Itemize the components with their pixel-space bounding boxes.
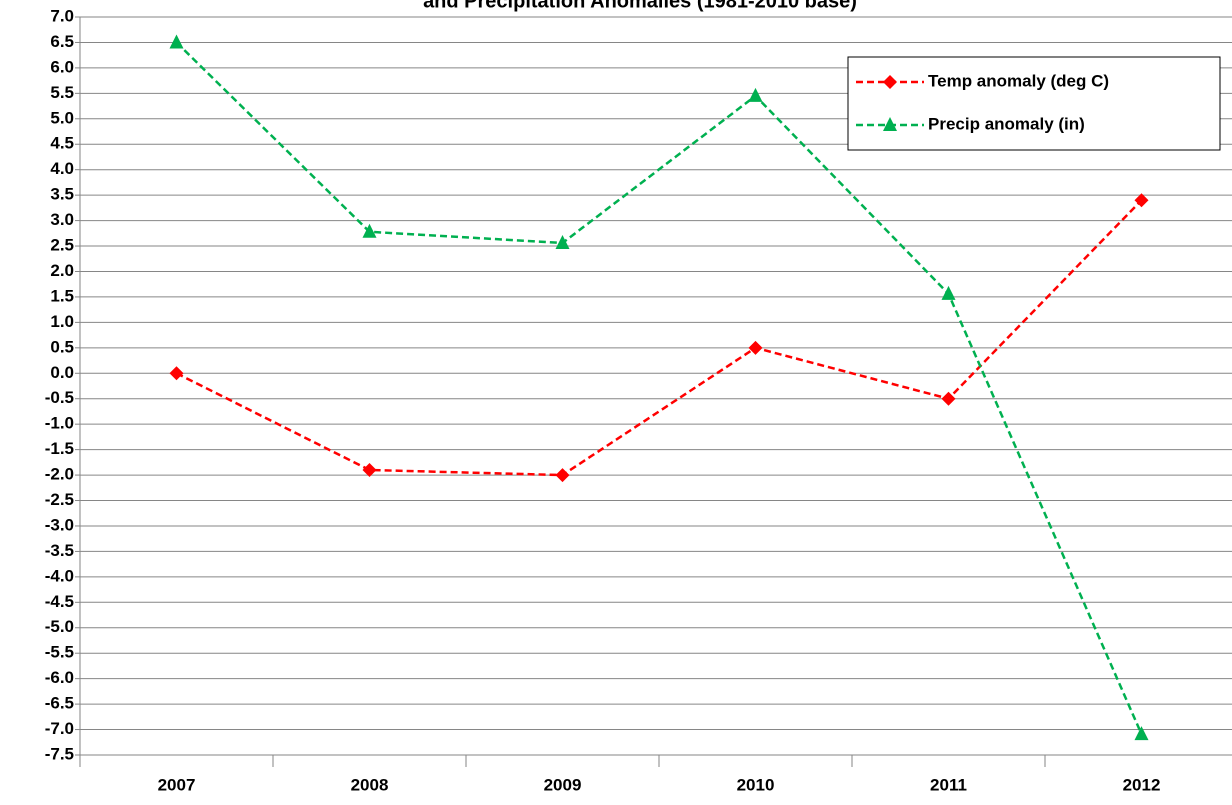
y-tick-label: -3.5 [45, 541, 74, 560]
marker [1134, 726, 1149, 741]
y-tick-label: 5.5 [50, 83, 74, 102]
x-tick-label: 2012 [1123, 775, 1161, 794]
y-tick-label: -4.5 [45, 592, 74, 611]
y-tick-label: -7.0 [45, 719, 74, 738]
x-tick-label: 2009 [544, 775, 582, 794]
marker [883, 117, 897, 131]
y-tick-label: 7.0 [50, 6, 74, 25]
marker [362, 462, 377, 477]
legend-label: Precip anomaly (in) [928, 114, 1085, 133]
y-tick-label: 0.5 [50, 337, 74, 356]
x-tick-label: 2008 [351, 775, 389, 794]
y-tick-label: -0.5 [45, 388, 74, 407]
marker [555, 468, 570, 483]
x-tick-label: 2011 [930, 775, 967, 794]
series-line [175, 199, 1143, 477]
y-tick-label: -2.0 [45, 465, 74, 484]
marker [362, 223, 377, 238]
y-tick-label: 6.5 [50, 32, 74, 51]
marker [555, 234, 570, 249]
y-tick-label: 4.5 [50, 134, 74, 153]
marker [941, 391, 956, 406]
series-line [175, 41, 1143, 735]
marker [748, 340, 763, 355]
y-tick-label: 2.5 [50, 236, 74, 255]
y-tick-label: -7.5 [45, 744, 74, 763]
x-tick-label: 2010 [737, 775, 775, 794]
y-tick-label: 4.0 [50, 159, 74, 178]
y-tick-label: 3.5 [50, 185, 74, 204]
y-tick-label: 0.0 [50, 363, 74, 382]
y-tick-label: 2.0 [50, 261, 74, 280]
chart-title: and Precipitation Anomalies (1981-2010 b… [423, 0, 857, 12]
marker [1134, 193, 1149, 208]
x-tick-label: 2007 [158, 775, 196, 794]
y-tick-label: -6.0 [45, 668, 74, 687]
y-tick-label: -5.0 [45, 617, 74, 636]
legend-box [847, 56, 1221, 151]
y-tick-label: -1.0 [45, 414, 74, 433]
y-tick-label: -2.5 [45, 490, 74, 509]
y-tick-label: -3.0 [45, 515, 74, 534]
marker [169, 34, 184, 49]
marker [169, 366, 184, 381]
marker [941, 285, 956, 300]
y-tick-label: 6.0 [50, 57, 74, 76]
y-tick-label: -1.5 [45, 439, 74, 458]
y-tick-label: 5.0 [50, 108, 74, 127]
marker [883, 75, 897, 89]
y-tick-label: 1.5 [50, 286, 74, 305]
y-tick-label: -6.5 [45, 694, 74, 713]
y-tick-label: 3.0 [50, 210, 74, 229]
marker [748, 87, 763, 102]
y-tick-label: -4.0 [45, 566, 74, 585]
y-tick-label: -5.5 [45, 643, 74, 662]
legend-label: Temp anomaly (deg C) [928, 71, 1109, 90]
y-tick-label: 1.0 [50, 312, 74, 331]
